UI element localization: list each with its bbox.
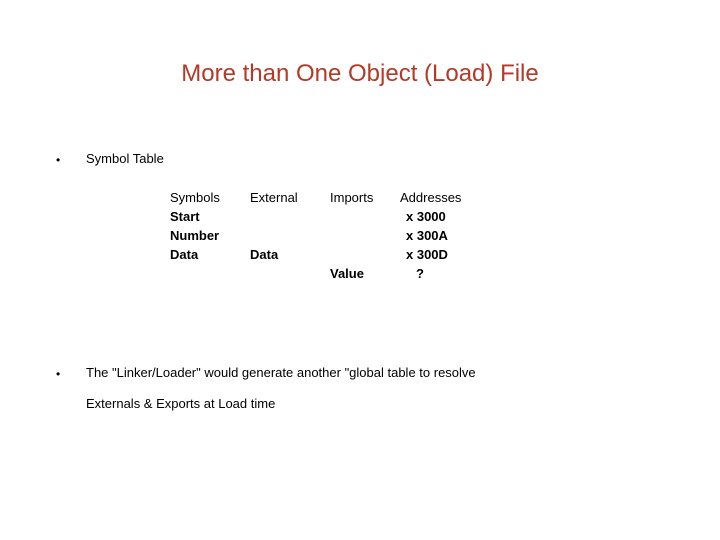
slide: More than One Object (Load) File • Symbo… [0,0,720,540]
table-row: Value ? [170,264,506,283]
hdr-symbols: Symbols [170,188,250,207]
cell-imp [330,207,400,226]
bullet-2-text-line2: Externals & Exports at Load time [86,395,476,413]
table-row: Data Data x 300D [170,245,506,264]
cell-imp [330,245,400,264]
cell-sym: Data [170,245,250,264]
bullet-1: • Symbol Table [56,150,164,169]
bullet-icon: • [56,364,86,383]
cell-ext [250,207,330,226]
hdr-imports: Imports [330,188,400,207]
cell-ext: Data [250,245,330,264]
cell-ext [250,264,330,283]
cell-addr: x 300D [400,245,496,264]
bullet-2: • The "Linker/Loader" would generate ano… [56,364,476,413]
table-row: Number x 300A [170,226,506,245]
bullet-1-text: Symbol Table [86,150,164,168]
slide-title: More than One Object (Load) File [0,60,720,88]
cell-ext [250,226,330,245]
cell-sym: Start [170,207,250,226]
symbol-table: Symbols External Imports Addresses Start… [170,188,506,283]
cell-addr: ? [400,264,506,283]
cell-sym [170,264,250,283]
table-row: Start x 3000 [170,207,506,226]
table-header-row: Symbols External Imports Addresses [170,188,506,207]
hdr-addresses: Addresses [400,188,490,207]
cell-imp: Value [330,264,400,283]
hdr-external: External [250,188,330,207]
cell-sym: Number [170,226,250,245]
cell-addr: x 300A [400,226,496,245]
bullet-icon: • [56,150,86,169]
cell-imp [330,226,400,245]
cell-addr: x 3000 [400,207,496,226]
bullet-2-text-line1: The "Linker/Loader" would generate anoth… [86,364,476,382]
